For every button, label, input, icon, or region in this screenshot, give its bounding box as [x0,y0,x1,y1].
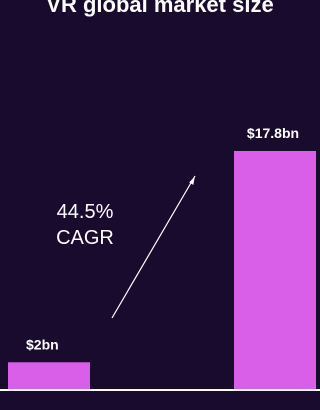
cagr-label: CAGR [56,227,114,249]
data-label-2: $17.8bn [247,125,299,141]
data-label-1: $2bn [26,336,59,352]
cagr-value: 44.5% [57,201,114,223]
bars-group [8,151,316,389]
cagr-annotation: 44.5% CAGR [56,175,196,319]
data-labels-group: $2bn $17.8bn [26,125,299,352]
bar-2 [234,151,316,389]
growth-arrow-head-icon [189,176,195,185]
chart-title: VR global market size [46,0,273,17]
growth-arrow-line [111,175,196,319]
bar-1 [8,362,90,389]
